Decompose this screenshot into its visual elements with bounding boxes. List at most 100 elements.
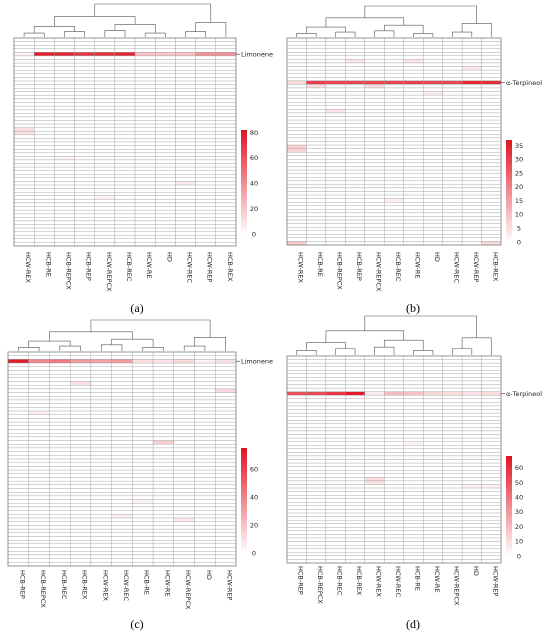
heatmap-cell: [111, 473, 133, 478]
heatmap-cell: [13, 116, 35, 121]
heatmap-cell: [306, 527, 327, 532]
heatmap-cell: [94, 181, 116, 186]
heatmap-cell: [152, 377, 174, 382]
heatmap-cell: [442, 162, 463, 167]
heatmap-cell: [134, 62, 156, 67]
heatmap-cell: [54, 242, 75, 247]
heatmap-cell: [194, 421, 216, 426]
heatmap-cell: [364, 373, 385, 378]
heatmap-cell: [13, 95, 35, 100]
heatmap-cell: [134, 224, 156, 229]
heatmap-cell: [364, 112, 385, 117]
heatmap-cell: [286, 512, 307, 517]
heatmap-cell: [442, 395, 463, 400]
heatmap-cell: [364, 455, 385, 460]
heatmap-cell: [74, 127, 95, 132]
heatmap-cell: [325, 398, 346, 403]
heatmap-cell: [54, 159, 75, 164]
heatmap-cell: [403, 69, 424, 74]
heatmap-cell: [28, 510, 50, 515]
heatmap-cell: [306, 41, 327, 46]
heatmap-cell: [325, 420, 346, 424]
heatmap-cell: [442, 359, 463, 364]
heatmap-cell: [13, 195, 35, 200]
heatmap-cell: [155, 113, 176, 118]
heatmap-cell: [286, 362, 307, 367]
heatmap-cell: [90, 355, 112, 360]
heatmap-cell: [403, 237, 424, 242]
heatmap-cell: [364, 530, 385, 535]
heatmap-cell: [49, 514, 71, 519]
heatmap-cell: [461, 402, 482, 407]
heatmap-cell: [481, 194, 502, 199]
heatmap-cell: [195, 88, 216, 92]
heatmap-cell: [134, 199, 156, 204]
heatmap-cell: [286, 134, 307, 139]
heatmap-cell: [194, 514, 216, 519]
heatmap-cell: [403, 223, 424, 228]
heatmap-cell: [155, 192, 176, 196]
heatmap-cell: [461, 223, 482, 228]
heatmap-cell: [286, 359, 307, 364]
heatmap-cell: [134, 134, 156, 139]
heatmap-cell: [94, 91, 116, 96]
heatmap-cell: [94, 95, 116, 100]
heatmap-cell: [364, 80, 385, 85]
heatmap-cell: [7, 381, 29, 386]
heatmap-cell: [195, 73, 216, 78]
heatmap-cell: [13, 170, 35, 175]
heatmap-cell: [54, 181, 75, 186]
heatmap-cell: [461, 177, 482, 181]
heatmap-cell: [49, 366, 71, 371]
heatmap-cell: [461, 516, 482, 521]
heatmap-cell: [13, 174, 35, 179]
heatmap-cell: [114, 91, 136, 96]
heatmap-cell: [403, 116, 424, 121]
heatmap-cell: [175, 159, 196, 164]
heatmap-cell: [132, 451, 154, 456]
heatmap-cell: [54, 163, 75, 168]
heatmap-cell: [481, 405, 502, 410]
heatmap-cell: [384, 52, 404, 57]
heatmap-cell: [286, 191, 307, 196]
heatmap-cell: [195, 66, 216, 71]
heatmap-cell: [175, 127, 196, 132]
heatmap-cell: [403, 423, 424, 428]
heatmap-cell: [306, 237, 327, 242]
heatmap-cell: [345, 134, 365, 139]
heatmap-cell: [194, 392, 216, 397]
heatmap-cell: [111, 425, 133, 430]
heatmap-cell: [481, 69, 502, 74]
heatmap-cell: [461, 398, 482, 403]
heatmap-cell: [325, 373, 346, 378]
heatmap-cell: [481, 184, 502, 189]
heatmap-cell: [54, 188, 75, 193]
heatmap-cell: [403, 544, 424, 549]
heatmap-cell: [90, 451, 112, 456]
heatmap-cell: [423, 487, 443, 492]
heatmap-cell: [70, 455, 92, 460]
heatmap-cell: [13, 80, 35, 85]
heatmap-cell: [215, 539, 237, 545]
heatmap-cell: [215, 88, 237, 92]
heatmap-cell: [152, 495, 174, 500]
heatmap-cell: [94, 52, 116, 57]
heatmap-cell: [345, 441, 365, 446]
heatmap-cell: [28, 399, 50, 404]
heatmap-cell: [384, 87, 404, 92]
heatmap-cell: [403, 498, 424, 503]
heatmap-cell: [364, 184, 385, 189]
heatmap-cell: [423, 77, 443, 82]
heatmap-cell: [173, 539, 195, 545]
heatmap-cell: [13, 242, 35, 247]
heatmap-cell: [384, 398, 404, 403]
heatmap-cell: [175, 152, 196, 157]
heatmap-cell: [28, 469, 50, 474]
heatmap-cell: [7, 499, 29, 504]
heatmap-cell: [461, 445, 482, 449]
heatmap-cell: [132, 495, 154, 500]
heatmap-cell: [364, 445, 385, 449]
heatmap-cell: [155, 88, 176, 92]
heatmap-cell: [94, 113, 116, 118]
